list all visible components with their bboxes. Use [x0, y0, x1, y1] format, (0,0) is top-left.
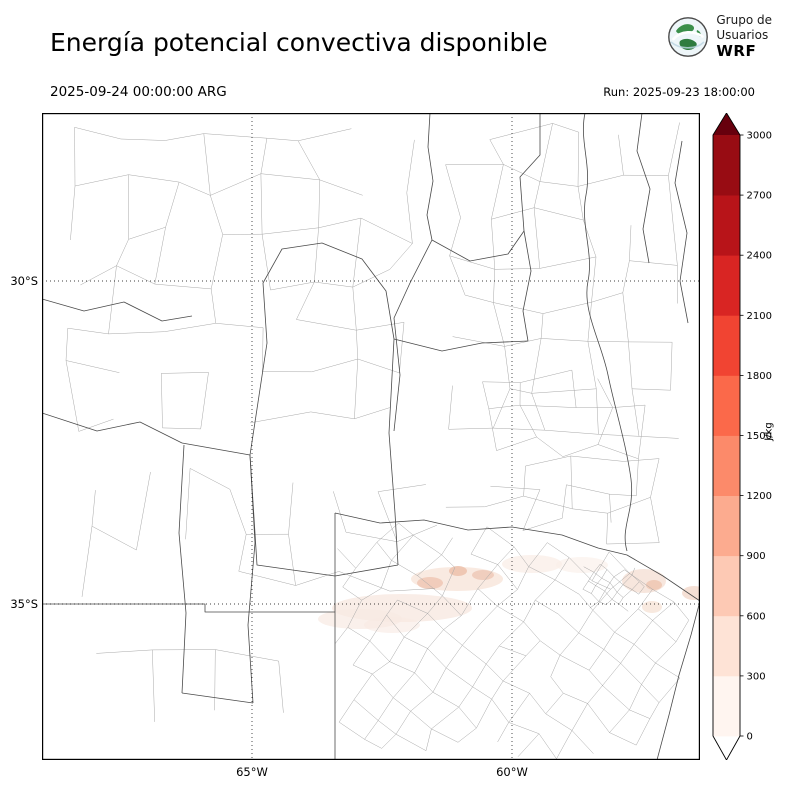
subheader: 2025-09-24 00:00:00 ARG Run: 2025-09-23 …	[50, 84, 755, 100]
svg-text:3000: 3000	[747, 131, 772, 142]
y-axis-label-30s: 30°S	[10, 274, 38, 288]
wrf-logo: Grupo de Usuarios WRF	[667, 13, 772, 61]
map-plot	[41, 112, 706, 761]
colorbar: 0 300 600 900 1200 1500 1800 2100 2400 2700 3000	[706, 112, 800, 761]
cape-shading	[318, 555, 706, 633]
svg-text:1800: 1800	[747, 371, 772, 382]
svg-text:900: 900	[747, 551, 766, 562]
logo-text-line2: Usuarios	[716, 27, 769, 42]
svg-text:2100: 2100	[747, 311, 772, 322]
valid-time-label: 2025-09-24 00:00:00 ARG	[50, 84, 227, 100]
svg-text:0: 0	[747, 732, 753, 743]
logo-text-wrf: WRF	[716, 42, 757, 61]
colorbar-unit-label: J/kg	[763, 422, 775, 441]
page-title: Energía potencial convectiva disponible	[50, 28, 548, 57]
svg-text:600: 600	[747, 611, 766, 622]
x-axis-label-60w: 60°W	[496, 765, 528, 779]
logo-text: Grupo de Usuarios WRF	[716, 13, 772, 61]
colorbar-canvas: 0 300 600 900 1200 1500 1800 2100 2400 2700 3000	[712, 112, 772, 761]
colorbar-scale	[712, 112, 741, 761]
svg-text:1200: 1200	[747, 491, 772, 502]
province-boundaries	[41, 112, 701, 761]
y-axis-label-35s: 35°S	[10, 597, 38, 611]
run-time-label: Run: 2025-09-23 18:00:00	[603, 85, 755, 99]
graticule	[42, 113, 700, 760]
map-canvas	[41, 112, 706, 761]
svg-text:1500: 1500	[747, 431, 772, 442]
svg-text:2400: 2400	[747, 251, 772, 262]
colorbar-ticks: 0 300 600 900 1200 1500 1800 2100 2400 2700 3000	[740, 131, 772, 743]
svg-text:300: 300	[747, 671, 766, 682]
x-axis-label-65w: 65°W	[236, 765, 268, 779]
svg-text:2700: 2700	[747, 191, 772, 202]
map-border	[42, 113, 700, 760]
department-boundaries	[65, 122, 690, 759]
logo-text-line1: Grupo de	[716, 13, 772, 27]
globe-icon	[668, 16, 709, 57]
